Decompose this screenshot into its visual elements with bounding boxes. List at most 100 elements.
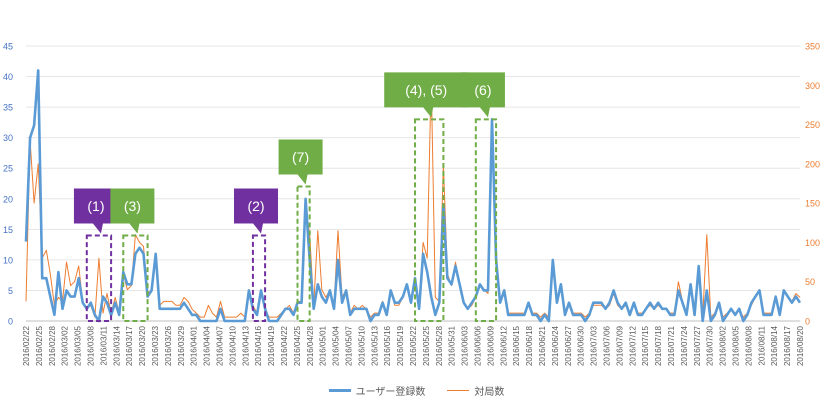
legend-item-games: 対局数 [447, 383, 504, 398]
x-tick-label: 2016/03/08 [87, 325, 96, 366]
left-axis-tick-labels: 0 5 10 15 20 25 30 35 40 45 [3, 42, 13, 327]
right-tick-label: 50 [805, 277, 815, 287]
x-axis-tick-labels: 2016/02/22 2016/02/25 2016/02/28 2016/03/02… [22, 325, 805, 366]
series-lines [24, 69, 802, 323]
annotation-callout [460, 72, 505, 118]
x-tick-label: 2016/08/05 [732, 325, 741, 366]
x-tick-label: 2016/06/24 [551, 325, 560, 366]
x-tick-label: 2016/07/06 [603, 325, 612, 366]
x-tick-label: 2016/04/22 [280, 325, 289, 366]
x-tick-label: 2016/06/09 [486, 325, 495, 366]
x-tick-label: 2016/08/20 [796, 325, 805, 366]
x-tick-label: 2016/05/28 [435, 325, 444, 366]
x-tick-label: 2016/03/11 [99, 325, 108, 365]
x-tick-label: 2016/07/30 [706, 325, 715, 366]
annotation-box [122, 234, 149, 322]
x-tick-label: 2016/02/22 [22, 325, 31, 366]
annotation-label: (1) [87, 198, 104, 214]
right-tick-label: 150 [805, 199, 820, 209]
x-tick-label: 2016/02/25 [35, 325, 44, 366]
x-tick-label: 2016/05/31 [448, 325, 457, 366]
left-tick-label: 45 [3, 42, 13, 52]
x-tick-label: 2016/06/30 [577, 325, 586, 366]
x-tick-label: 2016/04/07 [216, 325, 225, 366]
annotation-callout [110, 188, 155, 234]
annotation-box [85, 234, 113, 322]
annotation-box [251, 234, 267, 322]
annotation-label: (4), (5) [405, 82, 447, 98]
x-tick-label: 2016/05/10 [357, 325, 366, 366]
x-tick-label: 2016/07/27 [693, 325, 702, 366]
x-tick-label: 2016/07/03 [590, 325, 599, 366]
annotation-label: (7) [292, 149, 309, 165]
x-tick-label: 2016/03/14 [112, 325, 121, 366]
x-tick-label: 2016/06/21 [538, 325, 547, 366]
x-tick-label: 2016/08/11 [757, 325, 766, 365]
x-tick-label: 2016/04/04 [203, 325, 212, 366]
x-tick-label: 2016/04/19 [267, 325, 276, 366]
legend-swatch-games [447, 390, 470, 391]
annotation-callout [234, 188, 279, 234]
x-tick-label: 2016/03/02 [61, 325, 70, 366]
right-tick-label: 0 [805, 317, 810, 327]
left-tick-label: 0 [8, 317, 13, 327]
left-tick-label: 15 [3, 225, 13, 235]
x-tick-label: 2016/03/05 [74, 325, 83, 366]
x-tick-label: 2016/05/13 [370, 325, 379, 366]
x-tick-label: 2016/04/25 [293, 325, 302, 366]
legend: ユーザー登録数 対局数 [0, 383, 833, 398]
x-tick-label: 2016/05/01 [319, 325, 328, 366]
x-tick-label: 2016/05/25 [422, 325, 431, 366]
x-tick-label: 2016/03/17 [125, 325, 134, 366]
x-tick-label: 2016/04/01 [190, 325, 199, 366]
left-tick-label: 25 [3, 164, 13, 174]
x-tick-label: 2016/08/17 [783, 325, 792, 366]
x-tick-label: 2016/05/07 [345, 325, 354, 366]
series-line-users [24, 69, 802, 323]
annotation-callout [278, 139, 323, 185]
x-tick-label: 2016/05/22 [409, 325, 418, 366]
x-tick-label: 2016/03/26 [164, 325, 173, 366]
annotation-label: (3) [124, 198, 141, 214]
x-tick-label: 2016/06/18 [525, 325, 534, 366]
annotation-box [414, 118, 445, 323]
left-tick-label: 30 [3, 133, 13, 143]
legend-swatch-users [328, 389, 351, 392]
x-tick-label: 2016/07/15 [641, 325, 650, 366]
left-tick-label: 10 [3, 255, 13, 265]
annotation-callouts: (1) (3) (2) (7) (4), (5) (6) [73, 72, 505, 323]
x-tick-label: 2016/03/23 [151, 325, 160, 366]
right-tick-label: 250 [805, 120, 820, 130]
annotation-box [296, 185, 311, 322]
legend-label-games: 対局数 [474, 387, 505, 398]
x-tick-label: 2016/05/04 [332, 325, 341, 366]
legend-label-users: ユーザー登録数 [355, 387, 426, 398]
x-tick-label: 2016/04/28 [306, 325, 315, 366]
x-tick-label: 2016/07/21 [667, 325, 676, 366]
right-tick-label: 300 [805, 81, 820, 91]
x-tick-label: 2016/05/19 [396, 325, 405, 366]
x-tick-label: 2016/04/10 [228, 325, 237, 366]
left-tick-label: 5 [8, 286, 13, 296]
legend-item-users: ユーザー登録数 [328, 383, 426, 398]
x-tick-label: 2016/08/02 [719, 325, 728, 366]
x-tick-label: 2016/08/08 [744, 325, 753, 366]
annotation-callout [384, 72, 469, 118]
right-axis-tick-labels: 0 50 100 150 200 250 300 350 [805, 42, 820, 327]
x-tick-label: 2016/06/12 [499, 325, 508, 366]
x-tick-label: 2016/06/15 [512, 325, 521, 366]
annotation-label: (2) [247, 198, 264, 214]
annotation-box [474, 118, 498, 323]
x-tick-label: 2016/03/29 [177, 325, 186, 366]
x-tick-label: 2016/08/14 [770, 325, 779, 366]
x-tick-label: 2016/06/27 [564, 325, 573, 366]
left-tick-label: 20 [3, 194, 13, 204]
x-tick-label: 2016/07/18 [654, 325, 663, 366]
annotation-label: (6) [474, 82, 491, 98]
x-tick-label: 2016/04/16 [254, 325, 263, 366]
x-tick-label: 2016/07/09 [615, 325, 624, 366]
x-tick-label: 2016/06/03 [461, 325, 470, 366]
x-tick-label: 2016/06/06 [474, 325, 483, 366]
right-tick-label: 350 [805, 42, 820, 52]
